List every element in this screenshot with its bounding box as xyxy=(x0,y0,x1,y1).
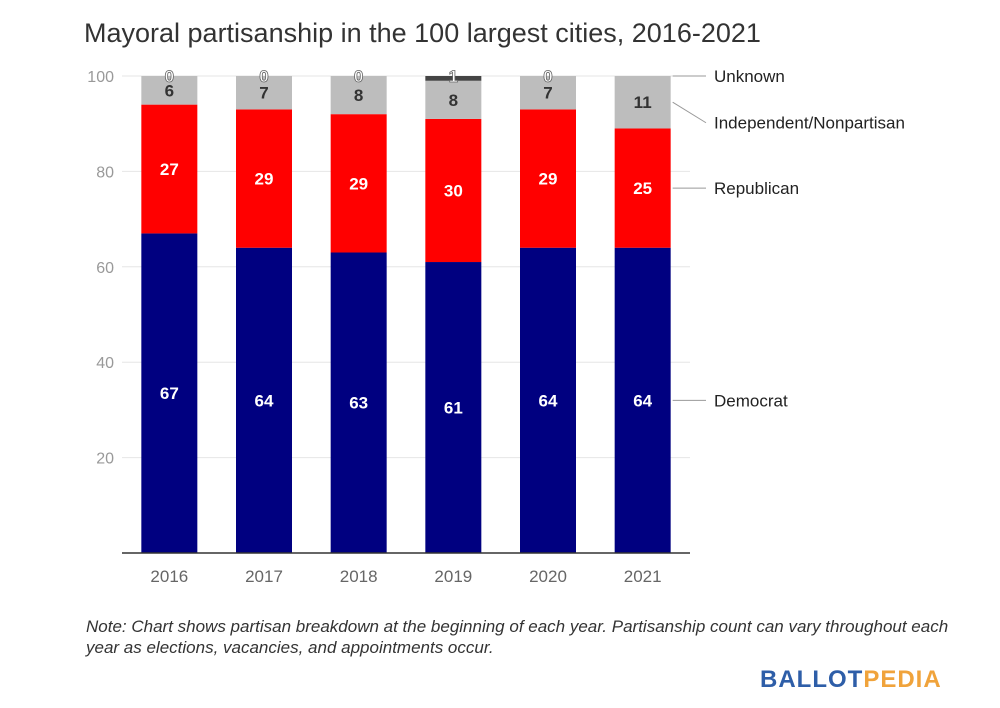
data-label-democrat-2016: 67 xyxy=(160,384,179,403)
bar-independent-nonpartisan-2016 xyxy=(141,76,198,105)
data-label-republican-2018: 29 xyxy=(349,174,368,193)
data-label-republican-2019: 30 xyxy=(444,181,463,200)
bar-independent-nonpartisan-2019 xyxy=(425,80,482,119)
data-label-independent-nonpartisan-2019: 8 xyxy=(449,91,458,110)
x-tick-label: 2017 xyxy=(245,567,283,586)
data-label-independent-nonpartisan-2020: 7 xyxy=(543,84,552,103)
legend-leader-independent-nonpartisan xyxy=(672,101,707,124)
bar-independent-nonpartisan-2020 xyxy=(520,76,576,110)
data-label-independent-nonpartisan-2017: 7 xyxy=(259,84,268,103)
data-label-unknown-2018: 0 xyxy=(354,67,363,86)
data-label-unknown-2017: 0 xyxy=(259,67,268,86)
data-label-unknown-2019: 1 xyxy=(449,67,458,86)
legend-label-republican: Republican xyxy=(714,179,799,198)
data-label-republican-2017: 29 xyxy=(255,170,274,189)
data-label-republican-2021: 25 xyxy=(633,179,652,198)
bar-democrat-2016 xyxy=(141,233,198,553)
logo-text-ballot: BALLOT xyxy=(760,666,864,693)
bar-unknown-2019 xyxy=(425,76,482,81)
bar-republican-2018 xyxy=(330,114,387,253)
x-tick-label: 2020 xyxy=(529,567,567,586)
bar-independent-nonpartisan-2017 xyxy=(236,76,292,110)
x-tick-label: 2016 xyxy=(150,567,188,586)
bars xyxy=(141,76,671,554)
bar-republican-2020 xyxy=(520,109,576,248)
bar-democrat-2018 xyxy=(330,252,387,554)
logo-text-pedia: PEDIA xyxy=(863,666,942,693)
legend-label-independent-nonpartisan: Independent/Nonpartisan xyxy=(714,114,905,133)
bar-republican-2019 xyxy=(425,118,482,263)
data-label-unknown-2016: 0 xyxy=(165,67,174,86)
bar-republican-2016 xyxy=(141,104,198,234)
data-label-unknown-2020: 0 xyxy=(543,67,552,86)
bar-republican-2017 xyxy=(236,109,292,248)
y-tick-label: 20 xyxy=(96,451,114,468)
bar-democrat-2021 xyxy=(614,247,671,553)
data-label-democrat-2019: 61 xyxy=(444,399,463,418)
data-label-independent-nonpartisan-2016: 6 xyxy=(165,81,174,100)
data-label-democrat-2017: 64 xyxy=(255,391,274,410)
y-tick-label: 100 xyxy=(87,69,114,86)
bar-democrat-2017 xyxy=(236,247,292,553)
chart-title: Mayoral partisanship in the 100 largest … xyxy=(84,18,761,48)
data-label-independent-nonpartisan-2018: 8 xyxy=(354,86,363,105)
legend-label-unknown: Unknown xyxy=(714,67,785,86)
legend: Democrat Republican Independent/Nonpartisa… xyxy=(672,67,905,410)
data-label-republican-2020: 29 xyxy=(539,170,558,189)
bar-democrat-2020 xyxy=(520,247,576,553)
bar-independent-nonpartisan-2018 xyxy=(330,76,387,115)
data-label-democrat-2018: 63 xyxy=(349,394,368,413)
bar-democrat-2019 xyxy=(425,262,482,553)
data-label-democrat-2020: 64 xyxy=(539,391,558,410)
y-tick-label: 40 xyxy=(96,355,114,372)
x-tick-label: 2021 xyxy=(624,567,662,586)
x-tick-label: 2018 xyxy=(340,567,378,586)
chart-note: Note: Chart shows partisan breakdown at … xyxy=(86,617,949,657)
data-label-independent-nonpartisan-2021: 11 xyxy=(634,93,652,112)
bar-independent-nonpartisan-2021 xyxy=(614,76,671,129)
legend-label-democrat: Democrat xyxy=(714,391,788,410)
ballotpedia-logo: BALLOTPEDIA xyxy=(760,666,942,694)
bar-republican-2021 xyxy=(614,128,671,248)
y-tick-label: 80 xyxy=(96,164,114,181)
y-tick-label: 60 xyxy=(96,260,114,277)
data-label-republican-2016: 27 xyxy=(160,160,179,179)
gridlines xyxy=(122,75,690,459)
x-tick-label: 2019 xyxy=(434,567,472,586)
data-label-democrat-2021: 64 xyxy=(633,391,652,410)
